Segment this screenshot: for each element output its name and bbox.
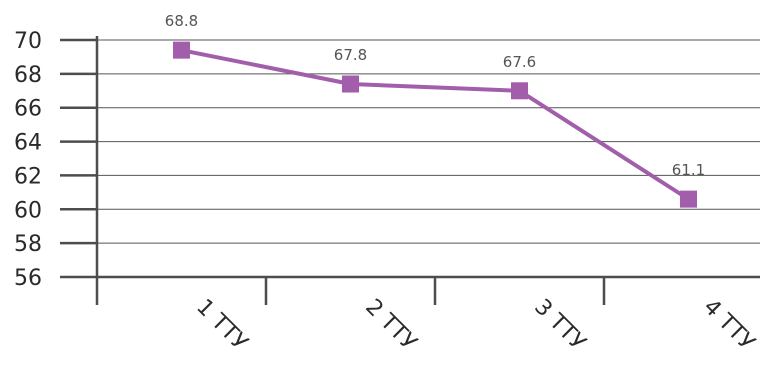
y-tick-label: 58 (14, 232, 42, 257)
y-tick-label: 60 (14, 198, 42, 223)
series-line (181, 48, 690, 201)
x-category-label: 4 ТТУ (698, 295, 759, 356)
data-point-3 (511, 82, 528, 100)
y-tick-label: 68 (14, 63, 42, 88)
data-label-2: 67.8 (334, 46, 367, 64)
y-tick-label: 64 (14, 131, 42, 156)
x-axis: 1 ТТУ 2 ТТУ 3 ТТУ 4 ТТУ (97, 275, 760, 356)
data-label-1: 68.8 (165, 12, 198, 30)
y-tick-label: 66 (14, 97, 42, 122)
y-tick-label: 70 (14, 29, 42, 54)
x-category-label: 3 ТТУ (529, 295, 590, 356)
y-axis: 56 58 60 62 64 66 68 70 (14, 29, 99, 305)
series-layer (173, 41, 697, 208)
data-point-2 (342, 75, 359, 93)
data-point-1 (173, 41, 190, 59)
x-category-label: 2 ТТУ (360, 295, 421, 356)
data-label-3: 67.6 (503, 53, 536, 71)
data-point-4 (680, 190, 697, 208)
y-tick-label: 62 (14, 164, 42, 189)
gridlines (97, 39, 760, 244)
data-label-4: 61.1 (672, 161, 705, 179)
y-tick-label: 56 (14, 266, 42, 291)
data-labels: 68.8 67.8 67.6 61.1 (165, 12, 705, 179)
x-category-label: 1 ТТУ (191, 295, 252, 356)
